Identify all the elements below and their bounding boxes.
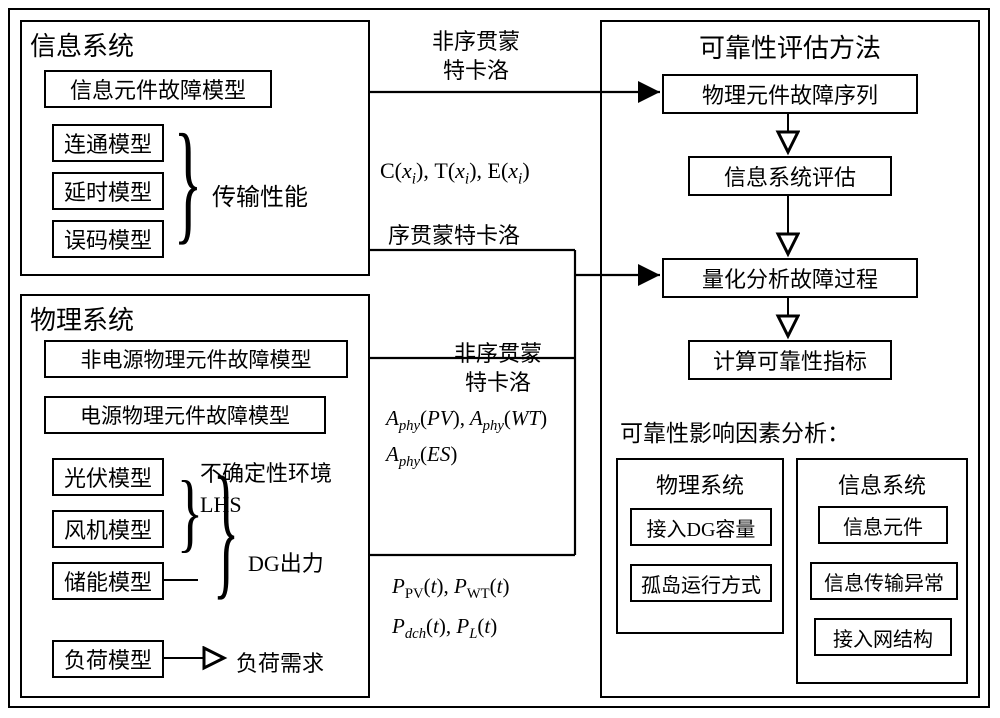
- reliability-panel: 可靠性评估方法 物理元件故障序列 信息系统评估 量化分析故障过程 计算可靠性指标…: [600, 20, 980, 698]
- info-fault-model-box: 信息元件故障模型: [44, 70, 272, 108]
- info-factor-1: 信息元件: [818, 506, 948, 544]
- nonseq-mc-2-l2: 特卡洛: [465, 370, 531, 395]
- cte-label: C(xi), T(xi), E(xi): [380, 158, 530, 188]
- pv-model-box: 光伏模型: [52, 458, 164, 496]
- phys-factor-title: 物理系统: [618, 468, 782, 500]
- nonpower-fault-box: 非电源物理元件故障模型: [44, 340, 348, 378]
- info-factor-3: 接入网结构: [814, 618, 952, 656]
- phys-system-title: 物理系统: [30, 300, 134, 337]
- info-system-panel: 信息系统 信息元件故障模型 连通模型 延时模型 误码模型 } 传输性能: [20, 20, 370, 276]
- load-model-box: 负荷模型: [52, 640, 164, 678]
- info-factor-2: 信息传输异常: [810, 562, 958, 600]
- dg-output-label: DG出力: [248, 546, 324, 578]
- seq-mc-label: 序贯蒙特卡洛: [388, 218, 520, 250]
- ppw-label: PPV(t), PWT(t): [392, 574, 509, 603]
- uncert-env-label: 不确定性环境: [200, 456, 332, 488]
- step-3-box: 量化分析故障过程: [662, 258, 918, 298]
- outer-frame: 信息系统 信息元件故障模型 连通模型 延时模型 误码模型 } 传输性能 物理系统…: [8, 8, 990, 708]
- info-system-title: 信息系统: [30, 26, 134, 63]
- factor-title: 可靠性影响因素分析：: [620, 414, 850, 448]
- phys-system-panel: 物理系统 非电源物理元件故障模型 电源物理元件故障模型 光伏模型 风机模型 储能…: [20, 294, 370, 698]
- nonseq-mc-1-l2: 特卡洛: [443, 58, 509, 83]
- reliability-title: 可靠性评估方法: [602, 28, 978, 65]
- phys-factor-panel: 物理系统 接入DG容量 孤岛运行方式: [616, 458, 784, 634]
- power-fault-box: 电源物理元件故障模型: [44, 396, 326, 434]
- step-1-box: 物理元件故障序列: [662, 74, 918, 114]
- transmission-perf-label: 传输性能: [212, 177, 308, 212]
- phys-factor-2: 孤岛运行方式: [630, 564, 772, 602]
- nonseq-mc-1-l1: 非序贯蒙: [432, 29, 520, 54]
- aphy-2-label: Aphy(ES): [386, 442, 457, 471]
- nonseq-mc-2-l1: 非序贯蒙: [454, 341, 542, 366]
- step-2-box: 信息系统评估: [688, 156, 892, 196]
- info-factor-title: 信息系统: [798, 468, 966, 500]
- nonseq-mc-2: 非序贯蒙 特卡洛: [428, 340, 568, 397]
- error-model-box: 误码模型: [52, 220, 164, 258]
- delay-model-box: 延时模型: [52, 172, 164, 210]
- storage-model-box: 储能模型: [52, 562, 164, 600]
- step-4-box: 计算可靠性指标: [688, 340, 892, 380]
- pdl-label: Pdch(t), PL(t): [392, 614, 497, 643]
- info-brace: }: [174, 115, 203, 250]
- nonseq-mc-1: 非序贯蒙 特卡洛: [406, 28, 546, 85]
- lhs-label: LHS: [200, 492, 242, 518]
- info-factor-panel: 信息系统 信息元件 信息传输异常 接入网结构: [796, 458, 968, 684]
- load-demand-label: 负荷需求: [236, 646, 324, 678]
- connectivity-model-box: 连通模型: [52, 124, 164, 162]
- wind-model-box: 风机模型: [52, 510, 164, 548]
- aphy-1-label: Aphy(PV), Aphy(WT): [386, 406, 547, 435]
- phys-factor-1: 接入DG容量: [630, 508, 772, 546]
